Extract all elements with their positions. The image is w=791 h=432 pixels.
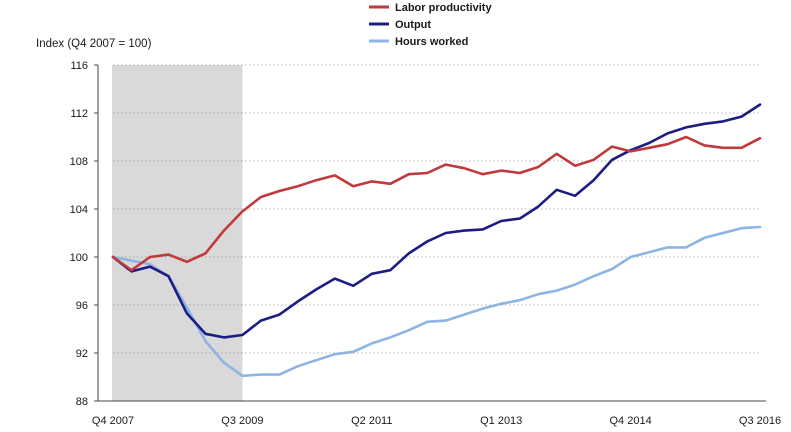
x-tick-label: Q1 2013 — [480, 415, 522, 427]
legend-label: Labor productivity — [395, 2, 492, 14]
x-tick-label: Q3 2009 — [221, 415, 263, 427]
y-tick-label: 92 — [76, 348, 88, 360]
series-line-output — [111, 103, 762, 339]
y-tick-label: 96 — [76, 300, 88, 312]
y-tick-label: 100 — [70, 252, 88, 264]
series-line-hours-worked — [111, 225, 762, 378]
y-tick-label: 112 — [70, 108, 88, 120]
series-line-labor-productivity — [111, 135, 762, 272]
legend-label: Hours worked — [395, 36, 468, 48]
x-tick-label: Q4 2014 — [609, 415, 651, 427]
legend-label: Output — [395, 19, 431, 31]
x-tick-label: Q2 2011 — [351, 415, 392, 427]
x-tick-label: Q4 2007 — [92, 415, 134, 427]
x-tick-label: Q3 2016 — [739, 415, 781, 427]
y-tick-label: 88 — [76, 396, 88, 408]
y-tick-label: 108 — [70, 156, 88, 168]
y-tick-label: 116 — [70, 60, 88, 72]
y-axis-label: Index (Q4 2007 = 100) — [36, 38, 152, 50]
y-tick-label: 104 — [70, 204, 88, 216]
